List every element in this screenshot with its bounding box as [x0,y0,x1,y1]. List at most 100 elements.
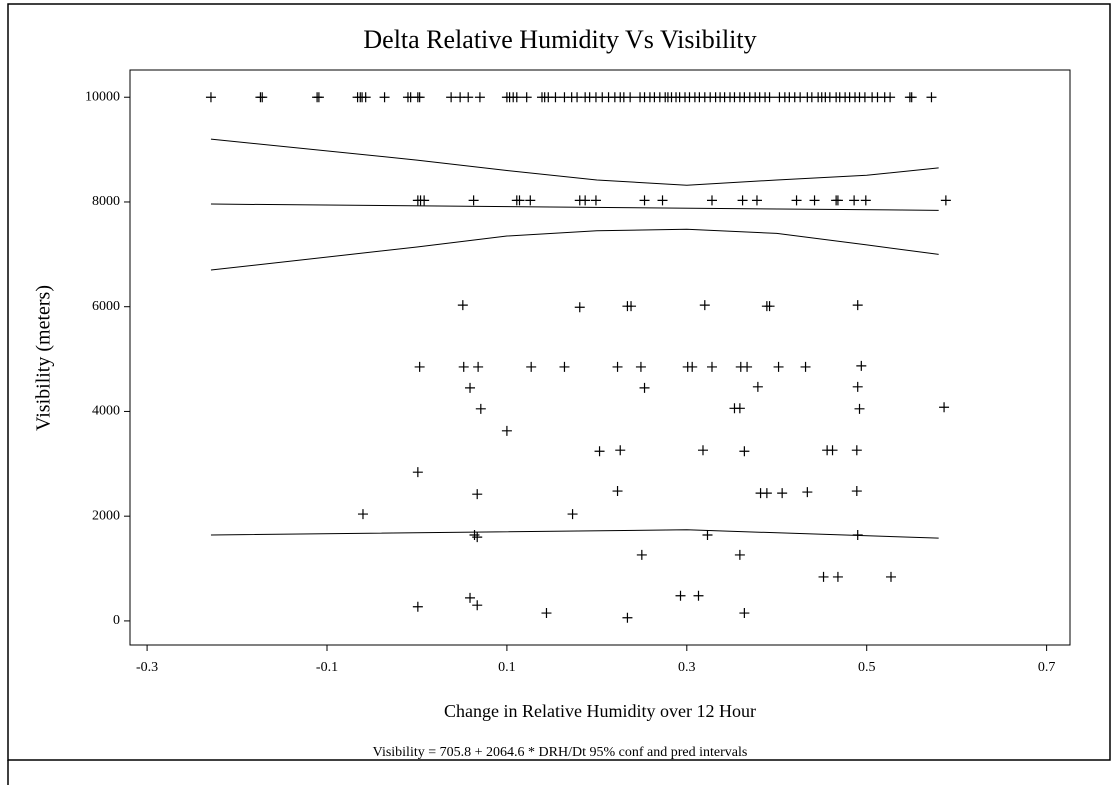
point [468,195,479,206]
point [737,195,748,206]
point [521,92,532,103]
x-tick-label: 0.5 [858,660,876,675]
point [465,592,476,603]
fit-line [210,203,939,211]
point [854,403,865,414]
point [832,571,843,582]
point [773,361,784,372]
point [852,300,863,311]
fit-line [210,138,939,186]
point [639,195,650,206]
point [414,361,425,372]
x-tick-label: 0.1 [498,660,516,675]
point [702,530,713,541]
point [379,92,390,103]
x-tick-label: -0.3 [136,660,158,675]
point [594,446,605,457]
point [906,92,917,103]
point [457,300,468,311]
y-tick-label: 4000 [92,404,120,419]
point [791,195,802,206]
point [465,382,476,393]
point [764,301,775,312]
point [550,92,561,103]
point [751,195,762,206]
point [472,600,483,611]
point [851,445,862,456]
point [860,195,871,206]
point [590,195,601,206]
x-tick-label: 0.3 [678,660,696,675]
point [739,608,750,619]
point [615,445,626,456]
x-axis-label: Change in Relative Humidity over 12 Hour [444,701,756,721]
point [559,361,570,372]
chart-title: Delta Relative Humidity Vs Visibility [363,25,756,54]
point [501,425,512,436]
point [474,92,485,103]
point [734,549,745,560]
point [525,195,536,206]
point [463,92,474,103]
point [675,590,686,601]
y-tick-label: 8000 [92,194,120,209]
point [739,446,750,457]
point [777,488,788,499]
point [580,195,591,206]
point [699,300,710,311]
point [472,532,483,543]
point [706,361,717,372]
point [852,381,863,392]
point [752,381,763,392]
point [414,92,425,103]
point [458,361,469,372]
fit-line [210,228,939,271]
point [764,92,775,103]
point [357,509,368,520]
point [939,402,950,413]
point [832,195,843,206]
point [697,445,708,456]
point [626,301,637,312]
point [827,445,838,456]
point [818,571,829,582]
point [849,195,860,206]
point [926,92,937,103]
point [885,92,896,103]
point [612,361,623,372]
point [885,571,896,582]
point [511,92,522,103]
point [635,361,646,372]
point [809,195,820,206]
point [446,92,457,103]
y-tick-label: 2000 [92,508,120,523]
fit-line [210,529,939,539]
point [625,92,636,103]
point [706,195,717,206]
point [541,608,552,619]
point [473,361,484,372]
point [851,486,862,497]
point [636,549,647,560]
plot-area [129,69,1071,646]
point [514,195,525,206]
point [612,486,623,497]
point [526,361,537,372]
point [687,361,698,372]
point [693,590,704,601]
x-tick-label: 0.7 [1038,660,1056,675]
point [734,403,745,414]
point [622,612,633,623]
point [313,92,324,103]
point [639,382,650,393]
point [257,92,268,103]
point [856,360,867,371]
point [419,195,430,206]
x-tick-label: -0.1 [316,660,338,675]
point [412,601,423,612]
annotation: Visibility = 705.8 + 2064.6 * DRH/Dt 95%… [373,745,748,760]
point [802,487,813,498]
point [412,467,423,478]
point [205,92,216,103]
